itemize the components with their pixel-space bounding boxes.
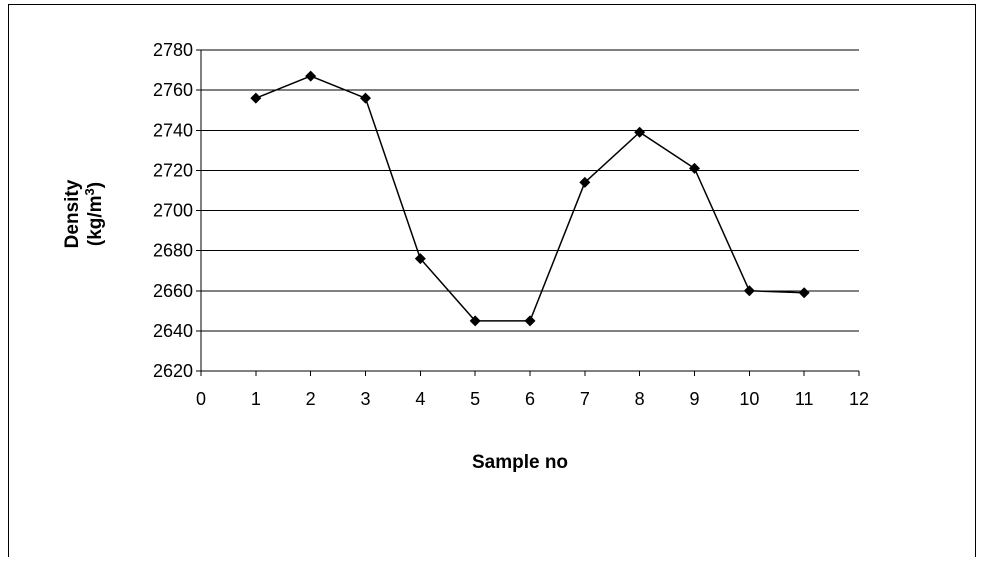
y-tick-label: 2680 [153, 241, 193, 261]
x-tick-label: 3 [360, 389, 370, 409]
x-tick-label: 8 [635, 389, 645, 409]
y-axis-unit-suffix: ) [85, 182, 106, 188]
axes [196, 49, 860, 376]
data-point [250, 92, 262, 104]
y-tick-label: 2760 [153, 80, 193, 100]
x-tick-label: 7 [580, 389, 590, 409]
y-axis-unit-prefix: (kg/m [85, 195, 106, 246]
x-tick-label: 2 [306, 389, 316, 409]
data-point [524, 315, 536, 327]
y-axis-unit-superscript: 3 [82, 188, 97, 195]
series-line [255, 75, 805, 322]
x-tick-label: 11 [795, 389, 814, 409]
data-point [360, 92, 371, 104]
y-tick-label: 2700 [153, 201, 193, 221]
x-tick-labels: 0 1 2 3 4 5 6 7 8 9 10 11 12 [196, 389, 869, 409]
data-point [689, 162, 700, 174]
x-tick-label: 5 [470, 389, 480, 409]
x-tick-label: 9 [689, 389, 699, 409]
data-point [579, 176, 591, 188]
data-point [305, 70, 317, 82]
data-point [798, 287, 810, 299]
y-tick-label: 2720 [153, 160, 193, 180]
y-tick-label: 2640 [153, 321, 193, 341]
y-tick-label: 2620 [153, 361, 193, 381]
data-point [743, 285, 755, 297]
x-tick-label: 12 [849, 389, 869, 409]
x-tick-label: 0 [196, 389, 206, 409]
data-point [634, 126, 646, 138]
x-tick-label: 10 [739, 389, 759, 409]
y-tick-labels: 2620 2640 2660 2680 2700 2720 2740 2760 2780 [153, 40, 193, 381]
x-tick-label: 4 [415, 389, 425, 409]
x-tick-label: 1 [251, 389, 261, 409]
y-tick-label: 2780 [153, 40, 193, 60]
x-tick-label: 6 [525, 389, 535, 409]
y-tick-label: 2740 [153, 120, 193, 140]
x-axis-title: Sample no [472, 452, 568, 473]
y-tick-label: 2660 [153, 281, 193, 301]
data-series [250, 70, 810, 327]
grid-lines [201, 49, 859, 332]
data-point [469, 315, 481, 327]
y-axis-unit: (kg/m3) [82, 182, 107, 246]
data-point [414, 253, 426, 265]
y-axis-title: Density [62, 179, 83, 248]
